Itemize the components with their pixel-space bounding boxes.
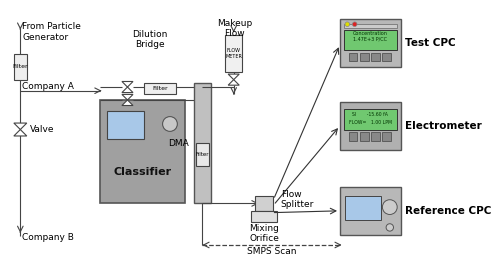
Bar — [372, 132, 380, 141]
Polygon shape — [122, 94, 133, 100]
Bar — [107, 111, 144, 139]
Polygon shape — [122, 87, 133, 93]
Bar — [100, 100, 184, 203]
Bar — [360, 132, 368, 141]
Bar — [251, 211, 277, 222]
Text: DMA: DMA — [168, 139, 188, 148]
Circle shape — [162, 117, 178, 131]
Bar — [382, 132, 390, 141]
Polygon shape — [122, 100, 133, 106]
Polygon shape — [122, 81, 133, 87]
Bar — [226, 35, 242, 72]
Text: 1.47E+3 P/CC: 1.47E+3 P/CC — [354, 36, 388, 41]
Bar — [14, 54, 27, 80]
Text: Filter: Filter — [12, 64, 28, 69]
Text: Mixing
Orifice: Mixing Orifice — [249, 224, 279, 243]
Bar — [360, 53, 368, 61]
Text: FLOW=   1.00 LPM: FLOW= 1.00 LPM — [349, 120, 392, 125]
Polygon shape — [14, 130, 27, 136]
Circle shape — [386, 224, 394, 231]
Bar — [255, 196, 274, 211]
Text: Filter: Filter — [196, 152, 209, 157]
Text: Classifier: Classifier — [113, 167, 172, 177]
Bar — [372, 53, 380, 61]
Text: Test CPC: Test CPC — [406, 38, 456, 48]
Bar — [344, 109, 397, 130]
Bar — [194, 83, 210, 203]
Text: SI       -15.60 fA: SI -15.60 fA — [352, 112, 388, 117]
Bar — [340, 187, 401, 235]
Text: Valve: Valve — [30, 125, 54, 134]
Text: Company A: Company A — [22, 82, 74, 91]
Bar — [196, 143, 209, 167]
Text: Makeup
Flow: Makeup Flow — [217, 19, 252, 38]
Bar — [382, 53, 390, 61]
Bar — [349, 132, 358, 141]
Text: Reference CPC: Reference CPC — [406, 206, 492, 216]
Bar — [344, 24, 397, 28]
Bar — [344, 30, 397, 50]
Text: Electrometer: Electrometer — [406, 121, 482, 131]
Bar — [144, 83, 176, 94]
Circle shape — [345, 22, 350, 27]
Text: SMPS Scan: SMPS Scan — [247, 247, 296, 256]
Polygon shape — [228, 80, 239, 85]
Bar — [340, 19, 401, 67]
Text: FLOW
METER: FLOW METER — [226, 48, 242, 59]
Text: Dilution
Bridge: Dilution Bridge — [132, 30, 168, 49]
Text: Company B: Company B — [22, 233, 74, 242]
Polygon shape — [14, 123, 27, 130]
Polygon shape — [228, 74, 239, 80]
Bar — [346, 196, 380, 220]
Text: Filter: Filter — [152, 86, 168, 92]
Circle shape — [352, 22, 357, 27]
Bar — [349, 53, 358, 61]
Circle shape — [382, 200, 397, 214]
Text: Concentration: Concentration — [353, 31, 388, 36]
Text: Flow
Splitter: Flow Splitter — [281, 190, 314, 209]
Bar — [340, 102, 401, 150]
Text: From Particle
Generator: From Particle Generator — [22, 22, 81, 42]
